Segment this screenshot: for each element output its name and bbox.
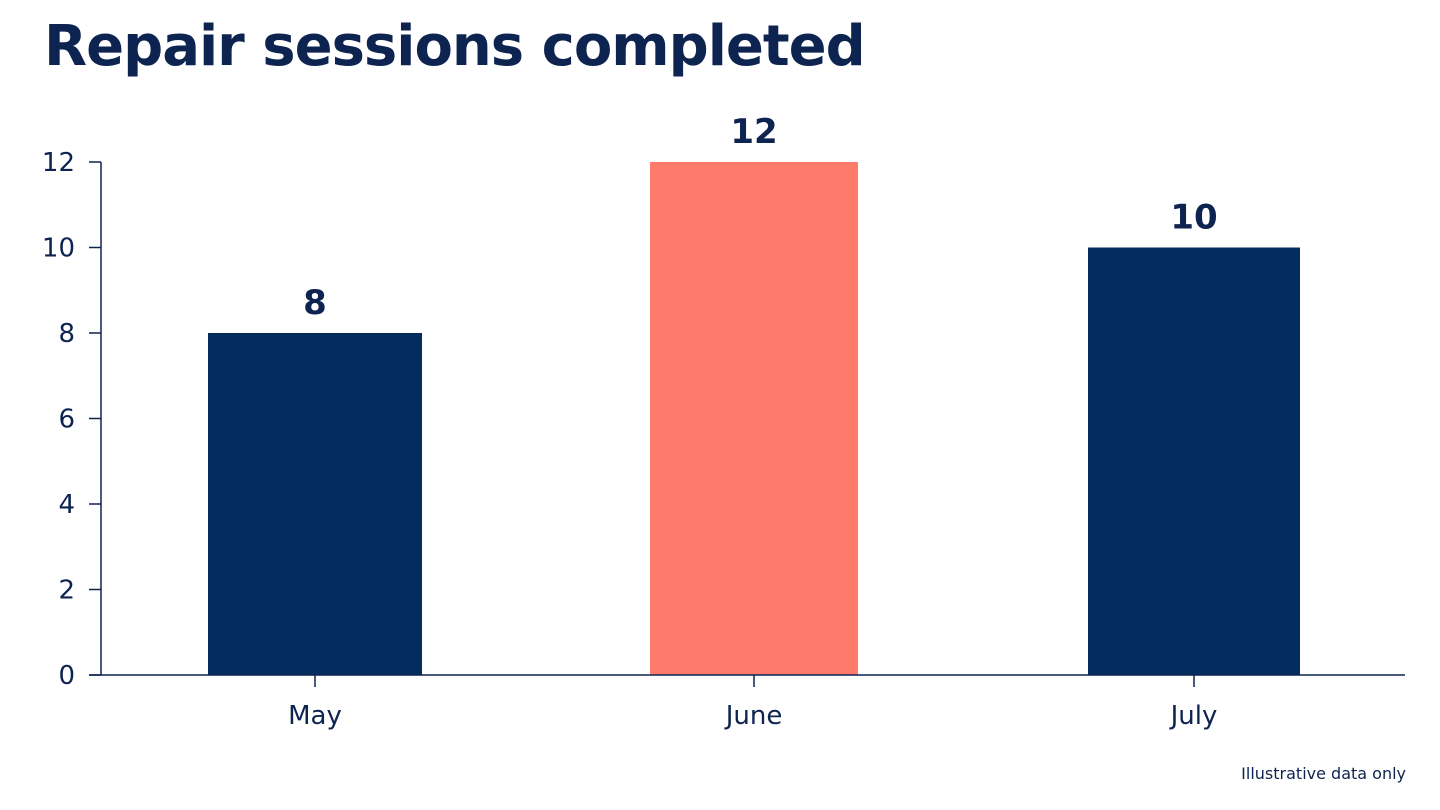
x-axis-ticks: May June July (288, 675, 1217, 731)
bar-may (208, 333, 422, 675)
bar-june (650, 162, 858, 675)
x-tick-label-june: June (724, 701, 783, 731)
footnote: Illustrative data only (1241, 764, 1406, 783)
chart-title: Repair sessions completed (44, 14, 866, 79)
x-tick-label-may: May (288, 701, 342, 731)
bars-group (208, 162, 1300, 675)
y-axis-ticks: 0 2 4 6 8 10 12 (42, 148, 101, 691)
x-tick-label-july: July (1169, 701, 1218, 731)
data-label-july: 10 (1170, 198, 1217, 238)
bar-july (1088, 247, 1300, 675)
data-labels-group: 8 12 10 (303, 112, 1218, 323)
y-tick-label: 10 (42, 234, 75, 264)
data-label-june: 12 (730, 112, 777, 152)
y-tick-label: 0 (58, 661, 75, 691)
y-tick-label: 8 (58, 319, 75, 349)
data-label-may: 8 (303, 283, 327, 323)
y-tick-label: 6 (58, 405, 75, 435)
y-tick-label: 12 (42, 148, 75, 178)
y-tick-label: 4 (58, 490, 75, 520)
y-tick-label: 2 (58, 576, 75, 606)
